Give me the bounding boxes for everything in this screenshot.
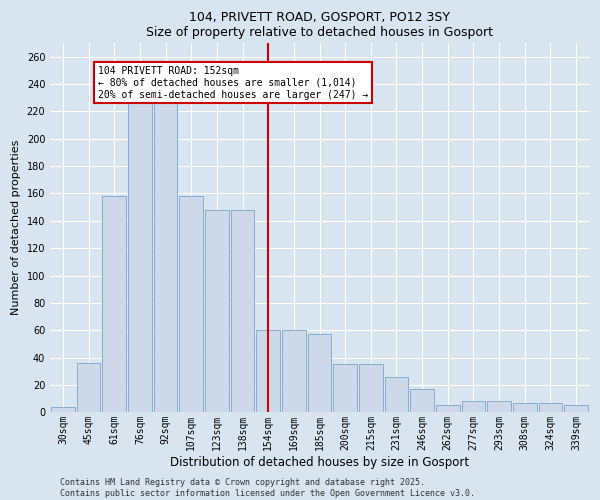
Title: 104, PRIVETT ROAD, GOSPORT, PO12 3SY
Size of property relative to detached house: 104, PRIVETT ROAD, GOSPORT, PO12 3SY Siz…: [146, 11, 493, 39]
Bar: [205, 210, 229, 412]
Bar: [103, 196, 126, 412]
Bar: [359, 364, 383, 412]
Bar: [436, 406, 460, 412]
Bar: [385, 376, 408, 412]
Bar: [282, 330, 305, 412]
Bar: [513, 402, 536, 412]
Bar: [334, 364, 357, 412]
Bar: [179, 196, 203, 412]
Bar: [539, 402, 562, 412]
Bar: [461, 402, 485, 412]
X-axis label: Distribution of detached houses by size in Gosport: Distribution of detached houses by size …: [170, 456, 469, 469]
Text: 104 PRIVETT ROAD: 152sqm
← 80% of detached houses are smaller (1,014)
20% of sem: 104 PRIVETT ROAD: 152sqm ← 80% of detach…: [98, 66, 368, 100]
Bar: [487, 402, 511, 412]
Text: Contains HM Land Registry data © Crown copyright and database right 2025.
Contai: Contains HM Land Registry data © Crown c…: [60, 478, 475, 498]
Bar: [51, 407, 75, 412]
Y-axis label: Number of detached properties: Number of detached properties: [11, 140, 21, 316]
Bar: [564, 406, 588, 412]
Bar: [231, 210, 254, 412]
Bar: [410, 389, 434, 412]
Bar: [128, 100, 152, 412]
Bar: [256, 330, 280, 412]
Bar: [77, 363, 100, 412]
Bar: [154, 98, 178, 412]
Bar: [308, 334, 331, 412]
